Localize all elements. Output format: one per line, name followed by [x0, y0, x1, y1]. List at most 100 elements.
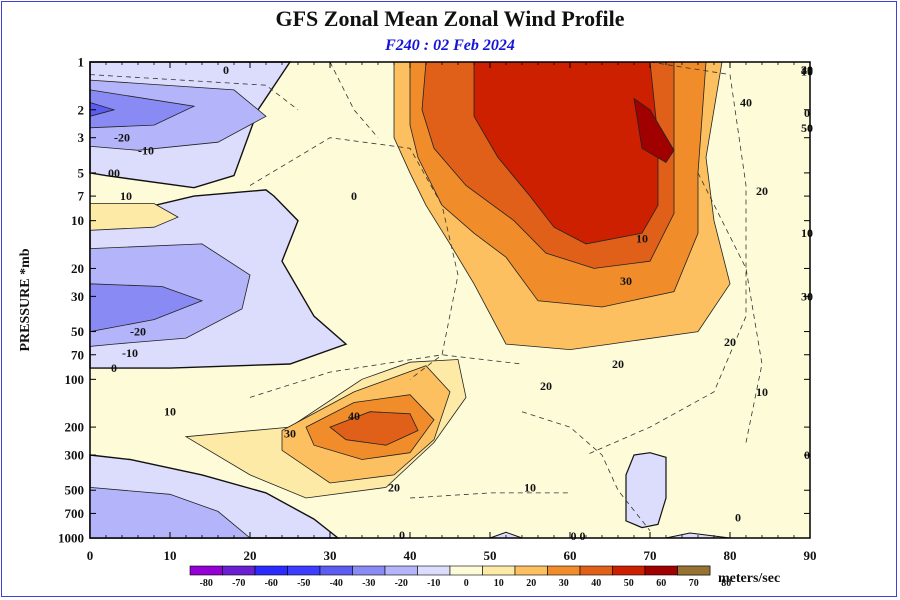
colorbar-swatch	[254, 565, 288, 576]
contour-label: 0	[111, 361, 117, 375]
colorbar-swatch	[189, 565, 223, 576]
contour-label: 20	[612, 357, 624, 371]
x-tick-label: 50	[484, 548, 497, 563]
colorbar-tick-label: 50	[624, 578, 634, 589]
contour-label: 40	[740, 96, 752, 110]
contour-label: 20	[388, 480, 400, 494]
contour-label: 00	[108, 166, 120, 180]
contour-label: 10	[756, 385, 768, 399]
contour-fill-40-lower	[329, 411, 419, 446]
contour-label: 10	[524, 480, 536, 494]
colorbar-tick-label: -20	[395, 578, 408, 589]
colorbar-tick-label: 20	[526, 578, 536, 589]
colorbar-swatch	[287, 565, 321, 576]
contour-label: -20	[130, 325, 146, 339]
contour-label: 0	[223, 63, 229, 77]
contour-label: 40	[348, 409, 360, 423]
dashed-isotach-b	[249, 137, 459, 380]
colorbar-swatch	[222, 565, 256, 576]
x-tick-label: 80	[724, 548, 737, 563]
colorbar-tick-label: -50	[297, 578, 310, 589]
contour-label: 0	[399, 528, 405, 542]
y-tick-label: 2	[78, 102, 85, 117]
contour-label: 10	[801, 226, 813, 240]
x-tick-label: 20	[244, 548, 257, 563]
contour-label: 0 0	[571, 529, 586, 543]
colorbar-tick-label: 80	[721, 578, 731, 589]
colorbar-swatch	[482, 565, 516, 576]
contour-fill-60-upper	[633, 97, 675, 164]
contour-label: 10	[801, 65, 813, 79]
y-tick-label: 300	[65, 448, 85, 463]
contour-label: 0	[351, 189, 357, 203]
x-tick-label: 60	[564, 548, 577, 563]
contour-label: 20	[540, 379, 552, 393]
contour-fill-neg10-island	[625, 452, 667, 529]
colorbar-tick-label: 60	[656, 578, 666, 589]
y-tick-label: 200	[65, 420, 85, 435]
colorbar-tick-label: -70	[232, 578, 245, 589]
colorbar-swatch	[319, 565, 353, 576]
contour-fill-50-upper	[473, 61, 659, 245]
x-tick-label: 30	[324, 548, 337, 563]
y-tick-label: 3	[78, 130, 85, 145]
contour-label: 0	[804, 106, 810, 120]
contour-label: 30	[620, 274, 632, 288]
contour-label: 10	[120, 189, 132, 203]
contour-label: -20	[114, 131, 130, 145]
colorbar-tick-label: -40	[330, 578, 343, 589]
x-tick-label: 10	[164, 548, 177, 563]
dashed-isotach-a	[89, 74, 299, 111]
contour-label: 20	[724, 335, 736, 349]
colorbar-swatch-last	[677, 565, 711, 576]
colorbar-swatch	[449, 565, 483, 576]
contour-label: 10	[636, 232, 648, 246]
colorbar-swatch	[384, 565, 418, 576]
colorbar-tick-label: 0	[464, 578, 469, 589]
colorbar-tick-label: -10	[427, 578, 440, 589]
colorbar-swatch	[612, 565, 646, 576]
colorbar-swatch	[514, 565, 548, 576]
colorbar-swatch	[417, 565, 451, 576]
colorbar-units-label: meters/sec	[718, 571, 781, 586]
y-tick-label: 7	[78, 189, 85, 204]
contour-label: -10	[122, 346, 138, 360]
contour-label: 30	[284, 427, 296, 441]
y-tick-label: 5	[78, 165, 85, 180]
colorbar-tick-label: 30	[559, 578, 569, 589]
colorbar-swatch	[352, 565, 386, 576]
y-tick-label: 30	[71, 289, 84, 304]
contour-label: 20	[756, 184, 768, 198]
y-tick-label: 1000	[58, 531, 84, 546]
x-tick-label: 0	[87, 548, 94, 563]
contour-label: 0	[735, 510, 741, 524]
chart-subtitle: F240 : 02 Feb 2024	[385, 37, 515, 54]
plot-border	[89, 61, 811, 539]
colorbar-tick-label: 70	[689, 578, 699, 589]
y-tick-label: 700	[65, 506, 85, 521]
chart-title: GFS Zonal Mean Zonal Wind Profile	[275, 6, 625, 31]
y-tick-label: 20	[71, 261, 84, 276]
y-tick-label: 1	[78, 55, 85, 70]
colorbar-swatch	[644, 565, 678, 576]
dashed-isotach-f	[521, 411, 651, 531]
colorbar-tick-label: -30	[362, 578, 375, 589]
y-tick-label: 70	[71, 347, 84, 362]
colorbar-tick-label: 40	[591, 578, 601, 589]
x-tick-label: 70	[644, 548, 657, 563]
dashed-isotach-d	[585, 61, 747, 456]
colorbar-swatch	[579, 565, 613, 576]
x-tick-label: 90	[804, 548, 817, 563]
colorbar-tick-label: -80	[200, 578, 213, 589]
contour-label: -10	[138, 143, 154, 157]
colorbar-swatch	[547, 565, 581, 576]
dashed-isotach-h	[697, 172, 763, 443]
colorbar-tick-label: 10	[494, 578, 504, 589]
y-tick-label: 100	[65, 372, 85, 387]
colorbar-tick-label: -60	[265, 578, 278, 589]
contour-label: 50	[801, 121, 813, 135]
x-tick-label: 40	[404, 548, 417, 563]
y-tick-label: 10	[71, 213, 84, 228]
